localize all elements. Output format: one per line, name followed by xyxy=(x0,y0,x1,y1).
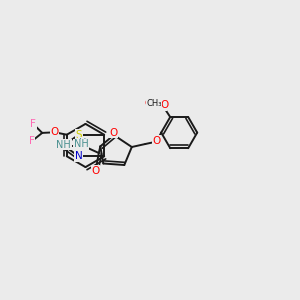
Text: CH₃: CH₃ xyxy=(147,99,162,108)
Text: F: F xyxy=(29,136,34,146)
Text: O: O xyxy=(159,100,167,111)
Text: N: N xyxy=(75,151,83,161)
Text: O: O xyxy=(160,100,168,110)
Text: H: H xyxy=(79,137,86,148)
Text: O: O xyxy=(110,128,118,138)
Text: O: O xyxy=(51,127,59,137)
Text: NH: NH xyxy=(74,140,88,149)
Text: O: O xyxy=(92,166,100,176)
Text: F: F xyxy=(30,119,36,129)
Text: S: S xyxy=(75,130,82,140)
Text: OMe: OMe xyxy=(144,99,164,108)
Text: NH: NH xyxy=(56,140,71,150)
Text: O: O xyxy=(153,136,161,146)
